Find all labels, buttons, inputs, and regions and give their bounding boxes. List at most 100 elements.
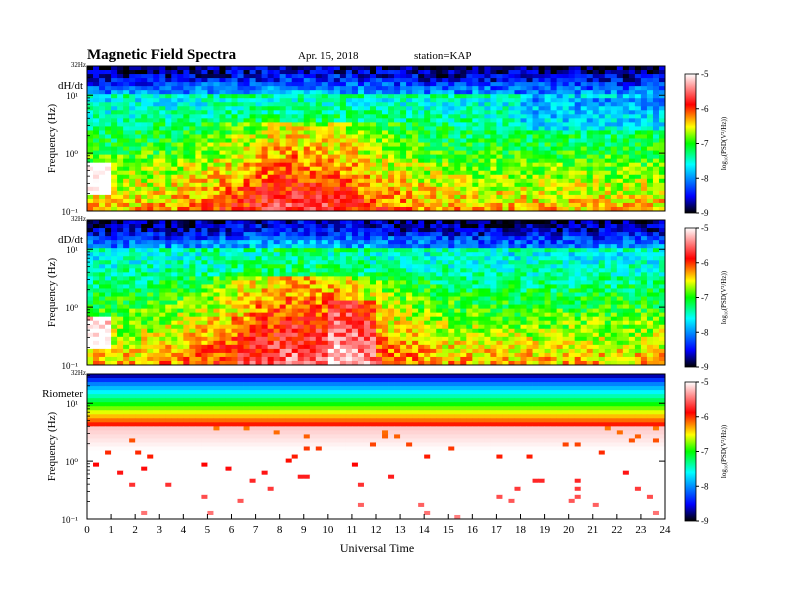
heatmap-cell [472,122,479,127]
heatmap-cell [285,86,293,91]
heatmap-cell [646,110,654,115]
heatmap-cell [616,130,624,135]
heatmap-cell [448,276,455,281]
heatmap-cell [622,260,630,265]
heatmap-cell [652,206,660,212]
heatmap-cell [520,150,527,156]
heatmap-cell [604,228,612,233]
heatmap-cell [568,232,576,237]
heatmap-cell [406,268,413,273]
heatmap-cell [466,74,473,79]
heatmap-cell [646,194,654,200]
heatmap-cell [177,194,184,200]
heatmap-cell [562,70,570,75]
heatmap-cell [568,272,576,277]
heatmap-cell [327,264,335,269]
heatmap-cell [129,142,136,147]
heatmap-cell [249,198,256,204]
heatmap-cell [478,66,485,71]
heatmap-cell [207,162,214,168]
heatmap-cell [550,102,558,107]
heatmap-cell [189,162,196,168]
heatmap-cell [351,66,359,71]
heatmap-cell [237,182,244,188]
heatmap-cell [273,118,281,123]
heatmap-cell [400,94,407,99]
heatmap-cell [333,162,341,168]
heatmap-cell [219,130,226,135]
heatmap-cell [628,130,636,135]
heatmap-cell [550,110,558,115]
heatmap-cell [315,94,323,99]
heatmap-cell [412,70,419,75]
heatmap-cell [622,240,630,245]
heatmap-cell [406,110,413,115]
heatmap-cell [291,106,299,111]
heatmap-cell [412,114,419,119]
heatmap-cell [592,114,600,119]
heatmap-cell [448,186,455,192]
heatmap-cell [111,138,118,143]
heatmap-cell [231,126,238,131]
heatmap-cell [219,70,226,75]
heatmap-cell [580,106,588,111]
heatmap-cell [183,70,190,75]
heatmap-cell [604,70,612,75]
heatmap-cell [586,178,594,184]
heatmap-cell [141,224,148,229]
heatmap-cell [207,94,214,99]
heatmap-cell [466,202,473,208]
heatmap-cell [640,194,648,200]
heatmap-cell [357,166,365,172]
heatmap-cell [526,170,533,176]
heatmap-cell [520,244,527,249]
heatmap-cell [183,206,190,212]
heatmap-cell [291,78,299,83]
heatmap-cell [448,178,455,184]
heatmap-cell [291,186,299,192]
heatmap-cell [309,142,317,147]
heatmap-cell [442,142,449,147]
heatmap-cell [616,70,624,75]
heatmap-cell [105,102,112,107]
heatmap-cell [333,264,341,269]
heatmap-cell [93,206,100,212]
heatmap-cell [586,244,594,249]
heatmap-cell [285,158,293,164]
heatmap-cell [442,90,449,95]
heatmap-cell [195,272,202,277]
heatmap-cell [303,130,311,135]
heatmap-cell [255,150,262,156]
heatmap-cell [207,202,214,208]
heatmap-cell [111,194,118,200]
heatmap-cell [448,102,455,107]
heatmap-cell [448,82,455,87]
heatmap-cell [652,86,660,91]
heatmap-cell [111,82,118,87]
heatmap-cell [622,162,630,168]
heatmap-cell [363,194,371,200]
heatmap-cell [436,268,443,273]
heatmap-cell [141,268,148,273]
heatmap-cell [514,272,521,277]
heatmap-cell [159,190,166,196]
heatmap-cell [532,86,539,91]
heatmap-cell [315,224,323,229]
heatmap-cell [93,182,100,188]
heatmap-cell [508,240,515,245]
heatmap-cell [388,178,395,184]
heatmap-cell [550,232,558,237]
heatmap-cell [279,98,287,103]
heatmap-cell [454,256,461,261]
heatmap-cell [195,276,202,281]
heatmap-cell [418,130,425,135]
heatmap-cell [538,134,545,139]
heatmap-cell [99,190,106,196]
heatmap-cell [351,78,359,83]
heatmap-cell [406,138,413,143]
heatmap-cell [424,190,431,196]
heatmap-cell [237,276,244,281]
heatmap-cell [225,256,232,261]
heatmap-cell [99,182,106,188]
heatmap-cell [658,252,666,257]
